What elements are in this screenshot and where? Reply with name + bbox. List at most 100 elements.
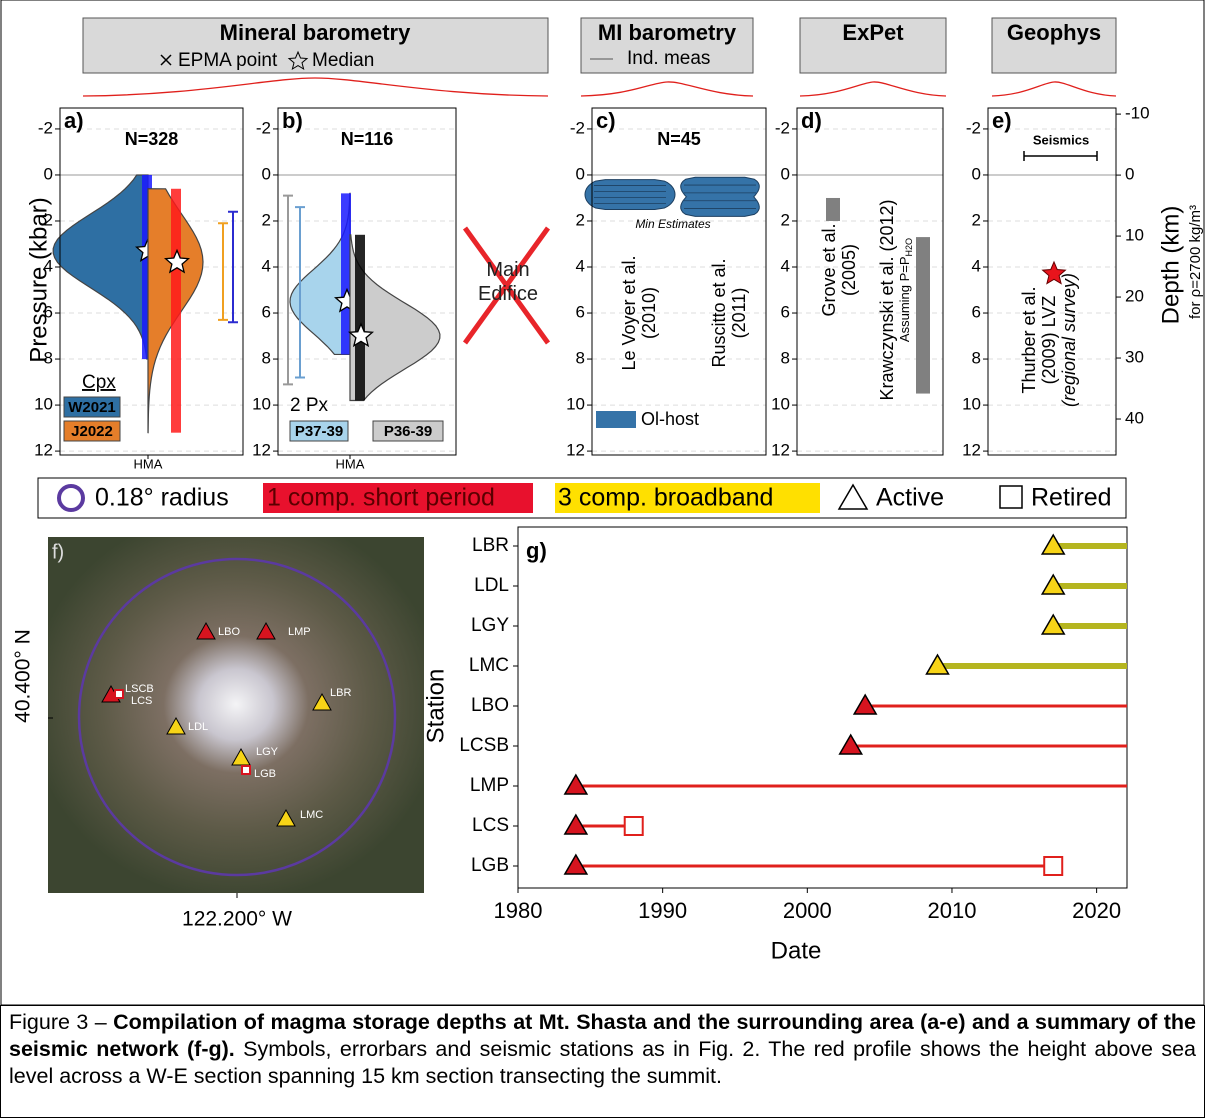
elevation-profile [799,81,947,97]
caption-body: Symbols, errorbars and seismic stations … [9,1037,1197,1088]
range-bar [826,197,840,221]
y-tick-label: -2 [256,118,271,137]
x-axis-label: Date [771,937,822,964]
rotated-label: (2010) [639,287,659,339]
legend-swatch [63,396,121,418]
y-tick-label: 4 [781,256,790,275]
range-bar [1023,151,1098,161]
point-strip [355,234,365,401]
y-tick-label: 2 [781,210,790,229]
y-tick-label: 2 [262,210,271,229]
start-marker [563,813,589,835]
header-title: MI barometry [598,20,737,45]
rotated-label: Krawczynski et al. (2012) [877,199,897,400]
y-tick-label: 8 [262,349,271,368]
y-tick-label: 12 [962,441,981,460]
legend-frame [37,477,1127,519]
legend-swatch [372,420,444,442]
y-tick-label: 2 [576,210,585,229]
note-text: Assuming P=P [897,256,912,342]
legend-label: 3 comp. broadband [558,484,773,512]
point-strip [142,174,152,360]
y-tick-label: 6 [44,303,53,322]
legend-label: J2022 [71,423,113,440]
station-label: LMP [288,626,311,638]
legend-title: 2 Px [290,395,329,416]
header-box [799,17,947,74]
legend-label: W2021 [68,399,116,416]
station-marker [166,716,186,735]
panel-label: f) [52,541,64,563]
panel-label: g) [526,538,547,563]
y-tick-label: -2 [966,118,981,137]
legend-title: Cpx [82,372,116,393]
elevation-profile [991,81,1117,97]
y-axis-label: Pressure (kbar) [25,197,52,362]
station-label: LMC [300,809,323,821]
caption-text: Figure 3 – Compilation of magma storage … [1,1006,1204,1093]
start-marker [925,653,950,675]
legend-swatch [289,420,349,442]
median-star [163,248,191,274]
legend-swatch [63,420,121,442]
station-label: LSCB [125,683,154,695]
y-tick-label: 0 [262,164,271,183]
x-tick-label: 2020 [1072,898,1121,923]
header-box [580,17,754,74]
station-marker [312,692,332,711]
y-tick-label: 8 [781,349,790,368]
y-tick-label: 8 [576,349,585,368]
y-tick-label: 4 [576,256,585,275]
cross-symbol [160,54,172,66]
note: Assuming P=PH2O [897,238,914,342]
panel-title: N=45 [657,129,701,149]
range-bar [916,237,930,394]
retired-marker [1043,856,1064,876]
y-tick-label: 6 [781,303,790,322]
elevation-profile [580,81,754,97]
point-strip [171,188,181,433]
start-marker [852,693,878,715]
figure: Mineral barometry MI barometry ExPet Geo… [0,0,1205,1005]
panel-title: N=116 [341,129,394,149]
violin [584,179,676,210]
y-axis-label: Station [422,669,449,744]
point-strip [341,193,351,355]
legend-label: Ol-host [641,409,699,429]
y-tick-label: -2 [775,118,790,137]
y-tick-label: 10 [34,395,53,414]
rotated-label: (2009) LVZ [1039,296,1059,385]
rotated-label: Thurber et al. [1019,286,1039,393]
errorbar [283,194,293,386]
legend-label: Active [876,484,944,512]
legend-label: P36-39 [384,423,432,440]
station-marker [196,621,216,640]
legend-swatch [596,411,636,428]
y-tick-label: 2 [972,210,981,229]
y-tick-label: 10 [962,395,981,414]
header-box [82,17,549,74]
x-tick-label: 1990 [638,898,687,923]
y-tick-label: 10 [771,395,790,414]
start-marker [1040,533,1066,555]
y-tick-label: 8 [972,349,981,368]
retired-marker [623,816,644,836]
errorbar [218,222,228,321]
legend-triangle [837,483,869,510]
header-legend: Median [312,50,374,71]
y-tick-label: 6 [576,303,585,322]
y-tick-label: 4 [44,256,53,275]
station-label: LBR [330,687,351,699]
y-tick-label: 0 [781,164,790,183]
header-title: Geophys [1007,20,1101,45]
rotated-label: Grove et al. [819,223,839,316]
rotated-label: Le Voyer et al. [619,255,639,370]
caption-bold: Compilation of magma storage depths at M… [9,1010,1196,1061]
median-star [347,322,375,348]
star-symbol [287,50,309,71]
caption-prefix: Figure 3 – [9,1010,114,1034]
radius-circle [77,557,397,877]
rotated-label: (2005) [839,244,859,296]
legend-square [999,485,1023,509]
